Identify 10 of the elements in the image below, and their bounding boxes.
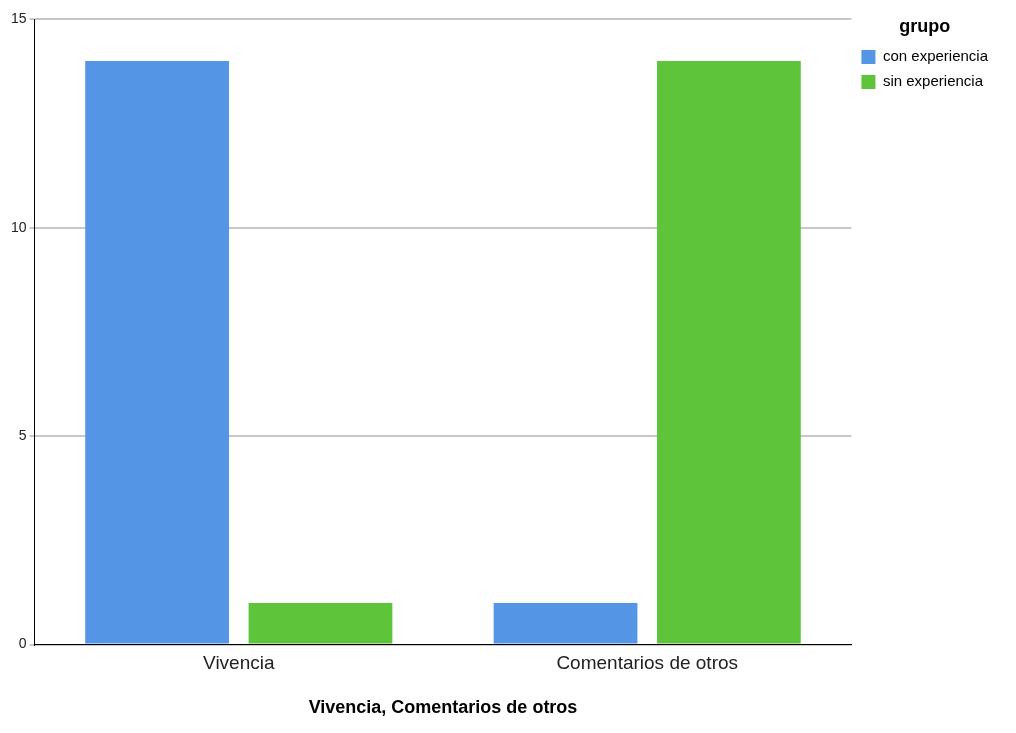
x-tick-label: Comentarios de otros [556, 652, 739, 674]
y-tick-label: 5 [18, 427, 27, 444]
legend-label: sin experiencia [882, 72, 984, 90]
x-axis-title: Vivencia, Comentarios de otros [308, 697, 578, 718]
y-tick-label: 0 [18, 635, 27, 652]
legend-title: grupo [899, 15, 951, 36]
y-tick-label: 15 [10, 10, 27, 27]
y-tick-label: 10 [10, 218, 27, 235]
legend-label: con experiencia [882, 47, 989, 65]
x-tick-label: Vivencia [203, 652, 275, 674]
